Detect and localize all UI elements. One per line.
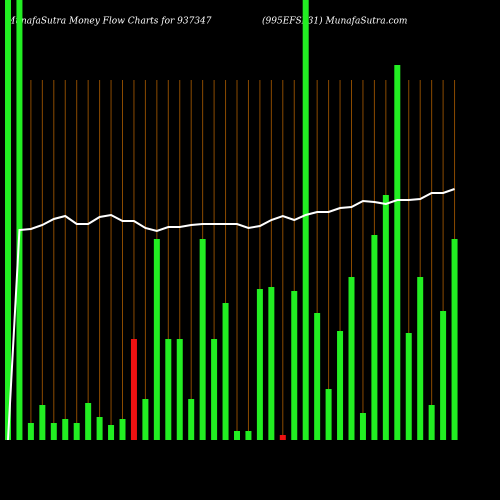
bar: [222, 303, 229, 440]
bar: [256, 289, 263, 440]
bar: [394, 65, 401, 440]
bar: [279, 435, 286, 440]
bar: [302, 0, 309, 440]
bar: [405, 333, 412, 440]
bar: [245, 431, 252, 440]
bar: [268, 287, 275, 440]
bar: [62, 419, 69, 440]
bar: [130, 339, 137, 440]
bar: [165, 339, 172, 440]
chart-title: MunafaSutra Money Flow Charts for 937347: [5, 17, 212, 27]
bar: [50, 423, 57, 440]
bar: [39, 405, 46, 440]
line: [7, 188, 455, 441]
bar: [359, 413, 366, 440]
bar: [199, 239, 206, 440]
bar: [153, 239, 160, 440]
bar: [440, 311, 447, 440]
bar: [5, 0, 11, 440]
bar: [85, 403, 92, 440]
bar: [211, 339, 218, 440]
bar: [417, 277, 424, 440]
chart-subtitle: (995EFSL31) MunafaSutra.com: [262, 16, 407, 27]
bar: [337, 331, 344, 440]
bar: [176, 339, 183, 440]
bar: [27, 423, 34, 440]
bar: [371, 235, 378, 440]
bar: [16, 0, 23, 440]
bar: [314, 313, 321, 440]
bar: [142, 399, 149, 440]
bar: [188, 399, 195, 440]
bar: [451, 239, 458, 440]
bar: [73, 423, 80, 440]
bar: [428, 405, 435, 440]
bar: [348, 277, 355, 440]
bar: [108, 425, 115, 440]
bar: [325, 389, 332, 440]
bar: [382, 195, 389, 440]
bar: [119, 419, 126, 440]
bar: [234, 431, 240, 440]
bar: [96, 417, 103, 440]
bar: [291, 291, 298, 440]
